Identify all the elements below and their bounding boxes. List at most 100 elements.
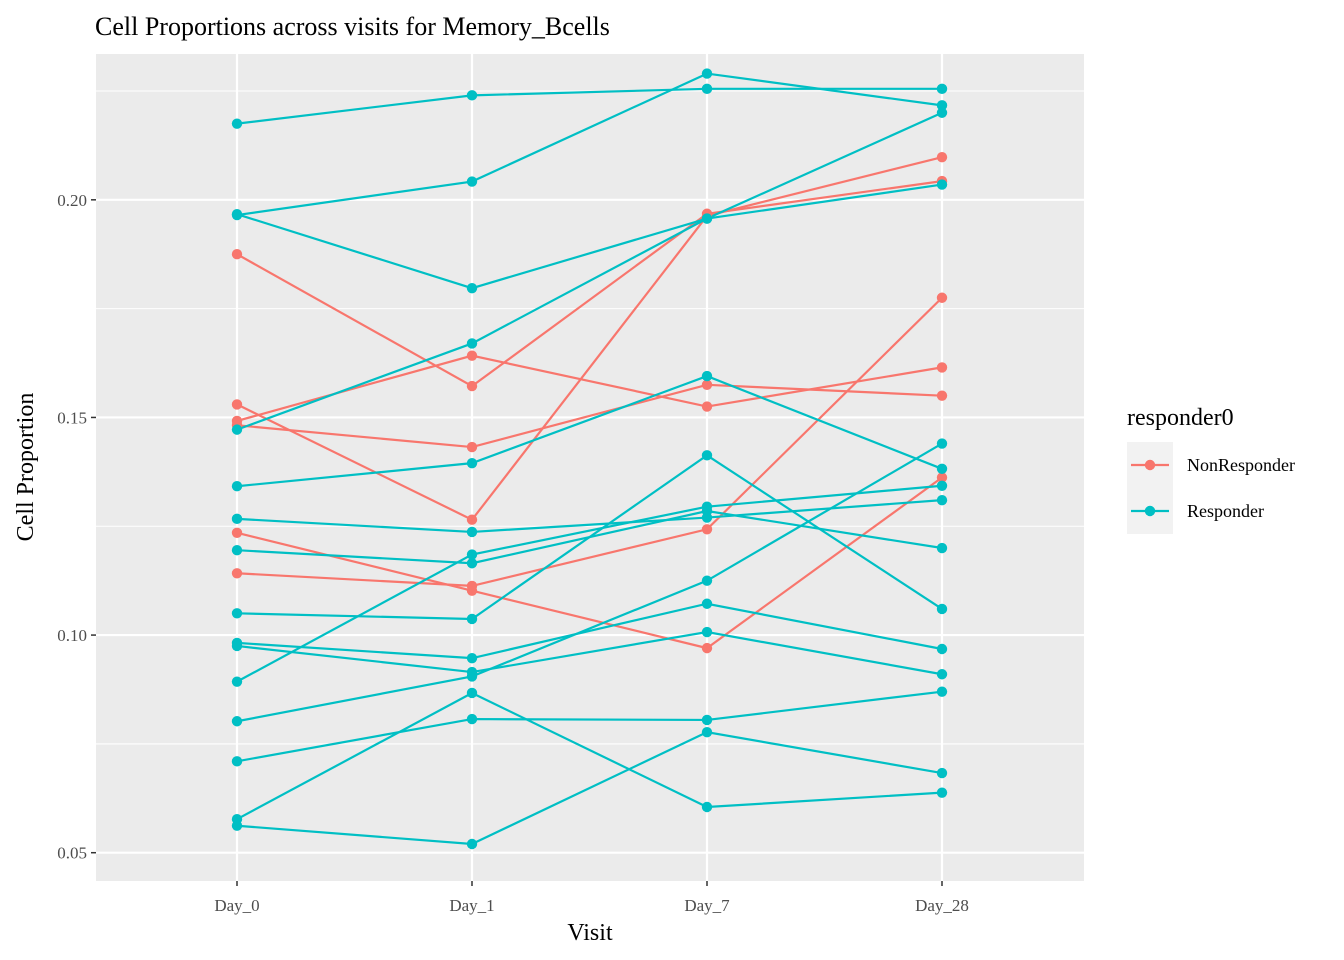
data-point-responder	[231, 640, 243, 652]
data-point-responder	[231, 424, 243, 435]
data-point-responder	[466, 90, 478, 101]
legend-key-point	[1144, 505, 1156, 517]
y-tick-label: 0.05	[57, 844, 87, 863]
data-point-responder	[701, 626, 713, 638]
series-line-responder	[236, 730, 943, 846]
data-point-responder	[936, 643, 948, 655]
data-point-nonresponder	[231, 568, 243, 579]
data-point-responder	[231, 545, 243, 556]
series-line-nonresponder	[236, 383, 943, 449]
series-line-nonresponder	[236, 476, 943, 650]
series-line-nonresponder	[236, 354, 943, 422]
data-point-nonresponder	[231, 249, 243, 260]
series-line-responder	[236, 453, 943, 621]
data-point-responder	[231, 716, 243, 727]
data-point-nonresponder	[466, 380, 478, 392]
series-line-responder	[236, 602, 943, 660]
data-point-responder	[936, 787, 948, 798]
data-point-responder	[231, 820, 243, 831]
series-line-responder	[236, 499, 943, 534]
data-point-responder	[701, 598, 713, 609]
data-point-responder	[231, 676, 243, 687]
data-point-nonresponder	[466, 514, 478, 525]
data-point-responder	[231, 118, 243, 129]
data-point-responder	[466, 652, 478, 664]
legend-title: responder0	[1127, 405, 1234, 431]
data-point-nonresponder	[936, 390, 948, 401]
series-line-responder	[236, 183, 943, 290]
data-point-responder	[466, 338, 478, 349]
x-tick-label: Day_1	[449, 896, 494, 915]
data-point-responder	[936, 542, 948, 554]
y-tick-label: 0.10	[57, 626, 87, 645]
data-point-responder	[701, 450, 713, 461]
data-point-nonresponder	[936, 292, 948, 303]
data-point-nonresponder	[936, 362, 948, 373]
x-tick-label: Day_28	[915, 896, 969, 915]
data-point-responder	[466, 457, 478, 469]
data-point-nonresponder	[231, 527, 243, 538]
data-point-responder	[231, 756, 243, 767]
series-line-nonresponder	[236, 296, 943, 587]
data-point-responder	[701, 801, 713, 813]
y-tick-label: 0.15	[57, 408, 87, 427]
data-point-responder	[936, 480, 948, 491]
data-point-responder	[231, 513, 243, 525]
data-point-responder	[466, 713, 478, 725]
series-line-responder	[236, 690, 943, 763]
data-point-nonresponder	[701, 401, 713, 412]
series-line-responder	[236, 111, 943, 431]
data-point-responder	[466, 558, 478, 569]
series-lines	[236, 72, 943, 846]
series-line-nonresponder	[236, 156, 943, 522]
data-point-responder	[466, 282, 478, 294]
data-point-nonresponder	[466, 350, 478, 361]
data-point-responder	[466, 526, 478, 538]
series-line-responder	[236, 630, 943, 676]
data-point-responder	[936, 179, 948, 190]
data-point-responder	[466, 176, 478, 187]
data-point-responder	[936, 438, 948, 449]
data-point-responder	[701, 370, 713, 382]
series-points	[231, 68, 948, 850]
data-point-responder	[466, 687, 478, 699]
data-point-nonresponder	[701, 524, 713, 535]
data-point-responder	[936, 767, 948, 779]
series-line-responder	[236, 374, 943, 488]
data-point-nonresponder	[466, 441, 478, 453]
data-point-responder	[466, 671, 478, 682]
data-point-responder	[466, 549, 478, 560]
data-point-responder	[936, 100, 948, 111]
data-point-responder	[936, 686, 948, 697]
x-axis: Day_0 Day_1 Day_7 Day_28	[214, 881, 969, 915]
legend: responder0 NonResponder Responder	[1127, 405, 1295, 534]
data-point-responder	[701, 83, 713, 95]
data-point-responder	[231, 208, 243, 220]
data-point-responder	[701, 68, 713, 79]
data-point-responder	[701, 714, 713, 726]
series-line-responder	[236, 691, 943, 821]
series-line-responder	[236, 72, 943, 217]
y-axis: 0.05 0.10 0.15 0.20	[57, 191, 96, 863]
data-point-responder	[231, 608, 243, 619]
data-point-nonresponder	[936, 472, 948, 483]
chart-title: Cell Proportions across visits for Memor…	[95, 12, 610, 41]
data-point-nonresponder	[701, 379, 713, 390]
data-point-nonresponder	[936, 151, 948, 163]
data-point-responder	[466, 838, 478, 850]
data-point-responder	[701, 213, 713, 224]
data-point-responder	[701, 501, 713, 512]
y-tick-label: 0.20	[57, 191, 87, 210]
legend-key-point	[1144, 459, 1156, 471]
x-axis-title: Visit	[567, 920, 613, 946]
legend-label: NonResponder	[1187, 455, 1295, 475]
x-tick-label: Day_7	[684, 896, 730, 915]
data-point-nonresponder	[231, 399, 243, 410]
data-point-nonresponder	[466, 580, 478, 592]
series-line-responder	[236, 484, 943, 683]
data-point-responder	[936, 494, 948, 506]
data-point-responder	[466, 613, 478, 625]
data-point-responder	[701, 726, 713, 738]
legend-label: Responder	[1187, 501, 1264, 521]
